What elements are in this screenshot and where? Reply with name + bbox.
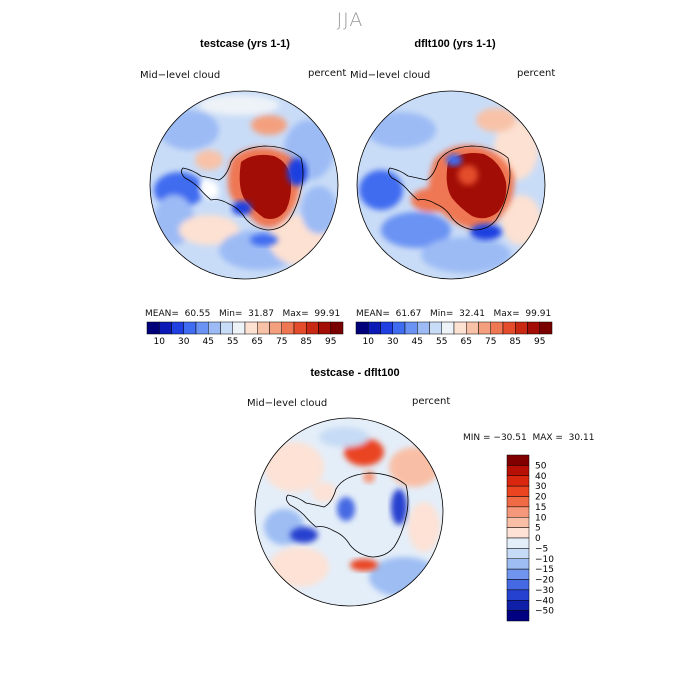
panel-2-map: [356, 90, 546, 280]
panel-1-colorbar-swatch: [146, 321, 160, 335]
panel-1-colorbar-label: 30: [178, 337, 190, 347]
panel-1-colorbar-label: 10: [154, 337, 166, 347]
panel-1-colorbar-label: 65: [252, 337, 263, 347]
panel-3-colorbar-swatch: [506, 485, 530, 497]
panel-3-colorbar-swatch: [506, 475, 530, 487]
panel-2-colorbar-swatch: [478, 321, 491, 335]
panel-1-colorbar-swatch: [208, 321, 221, 335]
panel-2-colorbar-swatch: [417, 321, 430, 335]
panel-2-colorbar-swatch: [368, 321, 381, 335]
figure-title: JJA: [336, 9, 364, 31]
panel-2-colorbar-label: 65: [461, 337, 472, 347]
panel-3-colorbar-swatch: [506, 548, 530, 559]
panel-1-stats: MEAN= 60.55 Min= 31.87 Max= 99.91: [145, 309, 341, 319]
panel-3-colorbar-swatch: [506, 558, 530, 570]
panel-1-colorbar-swatch: [195, 321, 209, 335]
panel-2-colorbar-swatch: [404, 321, 418, 335]
panel-1-colorbar-label: 55: [227, 337, 238, 347]
panel-3-colorbar-label: 15: [535, 503, 546, 513]
panel-2-colorbar-swatch: [515, 321, 528, 335]
panel-1-colorbar-label: 45: [203, 337, 214, 347]
panel-1-map: [149, 90, 339, 280]
panel-3-colorbar-label: −15: [535, 565, 554, 575]
panel-3-colorbar-label: 5: [535, 524, 541, 534]
panel-3-colorbar-swatch: [506, 537, 530, 549]
panel-1-colorbar-label: 75: [276, 337, 287, 347]
panel-3-colorbar-label: 30: [535, 482, 547, 492]
panel-1-colorbar-swatch: [220, 321, 233, 335]
panel-3-colorbar-label: −30: [535, 586, 554, 596]
panel-1-colorbar-swatch: [306, 321, 319, 335]
panel-2-colorbar-swatch: [380, 321, 393, 335]
panel-3-colorbar-swatch: [506, 600, 530, 611]
panel-3-title: testcase - dflt100: [310, 367, 400, 379]
panel-3-colorbar-swatch: [506, 465, 530, 476]
panel-3-colorbar-label: −40: [535, 596, 554, 606]
panel-2-colorbar-swatch: [539, 321, 553, 335]
panel-2-colorbar-label: 10: [363, 337, 375, 347]
panel-1-colorbar-swatch: [171, 321, 184, 335]
panel-2-colorbar-label: 85: [510, 337, 521, 347]
panel-2-colorbar-label: 30: [387, 337, 399, 347]
panel-2-title: dflt100 (yrs 1-1): [414, 38, 496, 50]
panel-3-colorbar-swatch: [506, 610, 530, 622]
panel-3-stats: MIN = −30.51 MAX = 30.11: [463, 433, 595, 443]
panel-3-colorbar-label: 10: [535, 513, 547, 523]
panel-3-units: percent: [412, 396, 451, 407]
panel-2-colorbar-swatch: [429, 321, 442, 335]
panel-3-field-label: Mid−level cloud: [247, 398, 328, 409]
panel-2-colorbar-label: 75: [485, 337, 496, 347]
panel-1-colorbar-swatch: [244, 321, 258, 335]
panel-2-colorbar: 10 30 45 55 65 75 85 95: [355, 321, 553, 347]
panel-3-colorbar-label: −5: [535, 544, 548, 554]
panel-3-colorbar-label: 40: [535, 472, 547, 482]
panel-3-colorbar-swatch: [506, 496, 530, 508]
panel-1-units: percent: [308, 68, 347, 79]
panel-1-colorbar-label: 85: [301, 337, 312, 347]
panel-2-colorbar-swatch: [392, 321, 406, 335]
panel-2-stats: MEAN= 61.67 Min= 32.41 Max= 99.91: [356, 309, 552, 319]
panel-2-colorbar-swatch: [527, 321, 540, 335]
panel-2-colorbar-label: 45: [412, 337, 423, 347]
panel-1-title: testcase (yrs 1-1): [200, 38, 290, 50]
panel-1-colorbar: 10 30 45 55 65 75 85 95: [146, 321, 344, 347]
panel-1-colorbar-swatch: [159, 321, 172, 335]
panel-3-colorbar-label: −10: [535, 555, 554, 565]
panel-2-colorbar-swatch: [466, 321, 479, 335]
panel-2-colorbar-label: 95: [534, 337, 545, 347]
panel-2-colorbar-label: 55: [436, 337, 447, 347]
panel-3-colorbar-label: −50: [535, 607, 554, 617]
panel-2-units: percent: [517, 68, 556, 79]
panel-3-colorbar-swatch: [506, 589, 530, 601]
panel-3-colorbar-swatch: [506, 517, 530, 528]
panel-2-colorbar-swatch: [355, 321, 369, 335]
panel-3-colorbar-swatch: [506, 506, 530, 518]
panel-3-colorbar-swatch: [506, 579, 530, 591]
panel-1-colorbar-swatch: [281, 321, 295, 335]
panel-1-colorbar-swatch: [269, 321, 282, 335]
panel-2-field-label: Mid−level cloud: [350, 70, 431, 81]
panel-2-colorbar-swatch: [502, 321, 516, 335]
panel-2-colorbar-swatch: [441, 321, 455, 335]
panel-1-colorbar-label: 95: [325, 337, 336, 347]
panel-2-colorbar-swatch: [453, 321, 467, 335]
panel-1-colorbar-swatch: [257, 321, 270, 335]
panel-1-field-label: Mid−level cloud: [140, 70, 221, 81]
panel-3-colorbar-label: 50: [535, 461, 547, 471]
panel-2-colorbar-swatch: [490, 321, 504, 335]
panel-3-colorbar-swatch: [506, 568, 530, 580]
panel-3-colorbar-label: −20: [535, 576, 554, 586]
panel-3-colorbar-label: 20: [535, 493, 547, 503]
panel-1-colorbar-swatch: [232, 321, 246, 335]
panel-3-colorbar-label: 0: [535, 534, 541, 544]
panel-3-map: [254, 417, 444, 607]
panel-1-colorbar-swatch: [293, 321, 307, 335]
panel-3-colorbar-swatch: [506, 527, 530, 539]
panel-3-colorbar-swatch: [506, 454, 530, 466]
panel-1-colorbar-swatch: [330, 321, 344, 335]
panel-1-colorbar-swatch: [318, 321, 331, 335]
panel-1-colorbar-swatch: [183, 321, 197, 335]
